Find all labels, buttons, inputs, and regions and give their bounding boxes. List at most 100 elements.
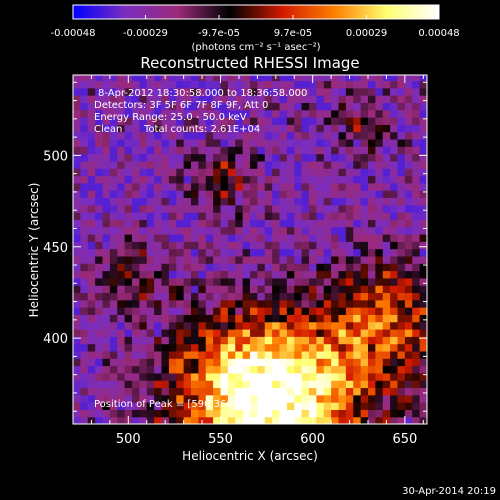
heatmap-cell — [360, 248, 369, 257]
heatmap-cell — [146, 314, 155, 323]
heatmap-cell — [404, 204, 413, 213]
heatmap-cell — [235, 350, 244, 359]
heatmap-cell — [264, 102, 273, 111]
heatmap-cell — [323, 168, 332, 177]
heatmap-cell — [279, 350, 288, 359]
heatmap-cell — [323, 226, 332, 235]
heatmap-cell — [264, 182, 273, 191]
heatmap-cell — [404, 402, 413, 410]
heatmap-cell — [397, 109, 406, 118]
heatmap-cell — [168, 350, 177, 359]
heatmap-cell — [375, 212, 384, 220]
heatmap-cell — [191, 241, 199, 250]
heatmap-cell — [227, 138, 236, 147]
heatmap-cell — [419, 365, 427, 374]
heatmap-cell — [345, 248, 354, 257]
heatmap-cell — [390, 182, 399, 191]
heatmap-cell — [183, 138, 192, 147]
heatmap-cell — [272, 263, 281, 272]
heatmap-cell — [117, 75, 126, 82]
heatmap-cell — [353, 175, 362, 184]
heatmap-cell — [102, 197, 111, 206]
heatmap-cell — [279, 255, 288, 264]
heatmap-cell — [242, 241, 251, 250]
heatmap-cell — [338, 160, 347, 169]
heatmap-cell — [404, 226, 413, 235]
heatmap-cell — [220, 95, 229, 104]
heatmap-cell — [87, 365, 96, 374]
heatmap-cell — [198, 87, 207, 96]
heatmap-cell — [316, 197, 325, 206]
heatmap-cell — [198, 372, 207, 381]
heatmap-cell — [183, 204, 192, 213]
heatmap-cell — [168, 358, 177, 367]
heatmap-cell — [397, 95, 406, 104]
heatmap-cell — [161, 263, 170, 272]
heatmap-cell — [279, 270, 288, 279]
heatmap-cell — [176, 146, 185, 155]
heatmap-cell — [220, 226, 229, 235]
heatmap-cell — [404, 394, 413, 403]
heatmap-cell — [205, 402, 214, 410]
heatmap-cell — [205, 175, 214, 184]
heatmap-cell — [154, 372, 163, 381]
heatmap-cell — [294, 409, 303, 418]
heatmap-cell — [368, 314, 376, 323]
heatmap-cell — [117, 307, 126, 315]
heatmap-cell — [183, 314, 192, 323]
heatmap-cell — [139, 241, 148, 250]
heatmap-cell — [412, 307, 421, 315]
heatmap-cell — [191, 168, 199, 177]
heatmap-cell — [213, 80, 222, 89]
heatmap-cell — [146, 307, 155, 315]
heatmap-cell — [73, 138, 81, 147]
heatmap-cell — [301, 182, 310, 191]
heatmap-cell — [168, 146, 177, 155]
heatmap-cell — [250, 314, 258, 323]
heatmap-cell — [154, 285, 163, 294]
heatmap-cell — [205, 138, 214, 147]
heatmap-cell — [139, 255, 148, 264]
heatmap-cell — [117, 124, 126, 133]
heatmap-cell — [168, 402, 177, 410]
heatmap-cell — [87, 241, 96, 250]
heatmap-cell — [279, 95, 288, 104]
heatmap-cell — [80, 263, 89, 272]
heatmap-cell — [382, 212, 391, 220]
heatmap-cell — [168, 102, 177, 111]
heatmap-cell — [257, 248, 266, 257]
heatmap-cell — [80, 75, 89, 82]
heatmap-cell — [286, 350, 295, 359]
heatmap-cell — [242, 146, 251, 155]
heatmap-cell — [404, 299, 413, 308]
heatmap-cell — [338, 95, 347, 104]
heatmap-cell — [375, 394, 384, 403]
heatmap-cell — [73, 248, 81, 257]
heatmap-cell — [375, 372, 384, 381]
heatmap-cell — [257, 336, 266, 345]
heatmap-cell — [242, 109, 251, 118]
heatmap-cell — [294, 263, 303, 272]
heatmap-cell — [213, 219, 222, 228]
heatmap-cell — [375, 153, 384, 162]
heatmap-cell — [87, 343, 96, 352]
heatmap-cell — [161, 394, 170, 403]
heatmap-cell — [168, 226, 177, 235]
heatmap-cell — [242, 358, 251, 367]
heatmap-cell — [102, 343, 111, 352]
heatmap-cell — [102, 233, 111, 242]
heatmap-cell — [168, 314, 177, 323]
heatmap-cell — [168, 321, 177, 330]
heatmap-cell — [279, 80, 288, 89]
heatmap-cell — [390, 387, 399, 396]
heatmap-cell — [109, 248, 118, 257]
heatmap-cell — [412, 314, 421, 323]
heatmap-cell — [301, 226, 310, 235]
heatmap-cell — [102, 285, 111, 294]
heatmap-cell — [227, 292, 236, 301]
heatmap-cell — [183, 299, 192, 308]
heatmap-cell — [368, 175, 376, 184]
heatmap-cell — [397, 102, 406, 111]
heatmap-cell — [183, 153, 192, 162]
colorbar-ticks: -0.00048 -0.00029 -9.7e-05 9.7e-05 0.00029 0.… — [51, 15, 460, 39]
